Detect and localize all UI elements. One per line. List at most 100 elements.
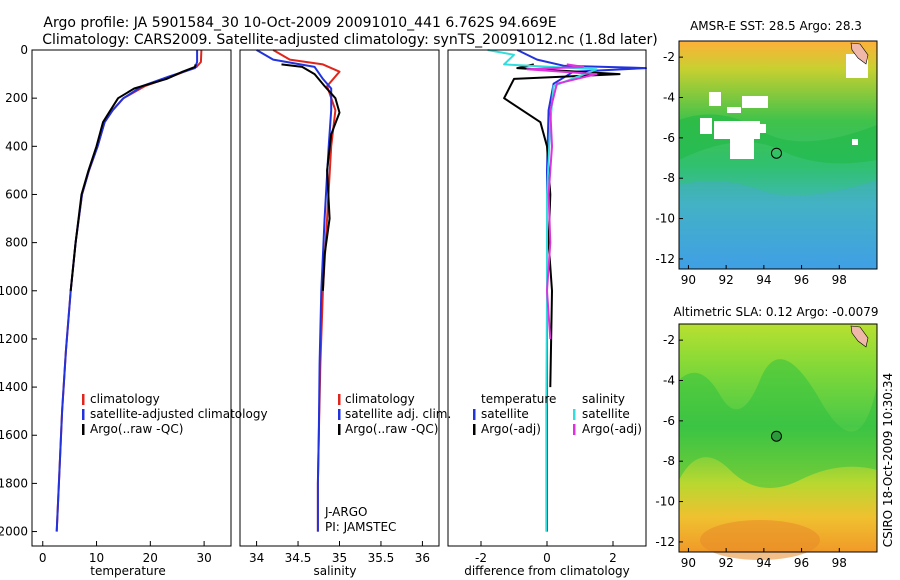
amsr-argo-location-marker (770, 147, 782, 159)
temperature-series-satellite-adjusted-climatology (55, 50, 199, 532)
difference-xtick-label: 2 (609, 551, 617, 565)
amsr-map-ytick-label: -8 (663, 171, 675, 185)
amsr-frame (678, 40, 878, 270)
header-line-2: Climatology: CARS2009. Satellite-adjuste… (42, 32, 657, 48)
legend-swatch-satellite (82, 409, 85, 420)
legend-swatch-argo (82, 424, 85, 435)
temperature-ytick-label: 1000 (0, 284, 28, 298)
salinity-xtick-label: 34 (249, 551, 264, 565)
temperature-ytick-label: 200 (5, 91, 28, 105)
amsr-map-xtick-label: 92 (719, 273, 734, 287)
temperature-xtick-label: 10 (89, 551, 104, 565)
difference-legend: temperature satellite Argo(-adj) salinit… (473, 392, 642, 436)
sla-map-xtick-label: 96 (794, 556, 809, 570)
salinity-xtick-label: 35.5 (368, 551, 395, 565)
legend-label-argo: Argo(..raw -QC) (90, 422, 183, 436)
legend-swatch-satellite (338, 409, 341, 420)
temperature-series-climatology (55, 49, 203, 532)
legend-label-climatology: climatology (90, 392, 160, 406)
sla-map-ytick-label: -4 (663, 373, 675, 387)
salinity-annotation-jargo: J-ARGO (324, 505, 367, 519)
amsr-island-sumatra (850, 42, 869, 65)
sla-argo-location-marker (770, 430, 782, 442)
legend-label-temp-satellite: satellite (481, 407, 529, 421)
sla-map-title: Altimetric SLA: 0.12 Argo: -0.0079 (673, 305, 878, 319)
sla-map-xtick-label: 90 (681, 556, 696, 570)
temperature-series-argo-raw-qc- (69, 64, 197, 291)
sla-map-xtick-label: 98 (832, 556, 847, 570)
difference-xtick-label: 0 (543, 551, 551, 565)
legend-swatch-sal-satellite (573, 409, 576, 420)
sla-map-ytick-label: -12 (655, 535, 675, 549)
difference-xlabel: difference from climatology (464, 564, 630, 578)
temperature-ytick-label: 1800 (0, 476, 28, 490)
legend-label-satellite: satellite adj. clim. (345, 407, 451, 421)
sla-map-ytick-label: -8 (663, 454, 675, 468)
amsr-map-ticks: 90 92 94 96 98 -2 -4 -6 -8 -10 -12 (655, 50, 847, 287)
difference-xtick-label: -2 (475, 551, 487, 565)
amsr-map-xtick-label: 96 (794, 273, 809, 287)
temperature-xtick-label: 20 (143, 551, 158, 565)
credit-stamp: CSIRO 18-Oct-2009 10:30:34 (881, 373, 895, 547)
legend-swatch-sal-argo (573, 424, 576, 435)
difference-series-salinity-satellite (487, 49, 598, 532)
legend-title-temperature: temperature (481, 392, 556, 406)
salinity-xlabel: salinity (313, 564, 356, 578)
sla-map-ytick-label: -2 (663, 333, 675, 347)
amsr-map-ytick-label: -2 (663, 50, 675, 64)
salinity-ticks: 34 34.5 35 35.5 36 (249, 541, 430, 565)
temperature-ytick-label: 2000 (0, 525, 28, 539)
salinity-series-satellite-adj-clim- (256, 49, 333, 532)
temperature-xtick-label: 0 (39, 551, 47, 565)
legend-swatch-climatology (338, 394, 341, 405)
salinity-legend: climatology satellite adj. clim. Argo(..… (338, 392, 451, 436)
legend-label-sal-satellite: satellite (582, 407, 630, 421)
legend-label-satellite: satellite-adjusted climatology (90, 407, 268, 421)
difference-panel: -2 0 2 difference from climatology tempera… (447, 49, 647, 578)
temperature-legend: climatology satellite-adjusted climatolo… (82, 392, 268, 436)
salinity-annotation-pi: PI: JAMSTEC (325, 520, 396, 534)
salinity-plot-area (256, 49, 341, 532)
legend-swatch-temp-argo (473, 424, 476, 435)
difference-plot-area (487, 49, 647, 532)
header-line-1: Argo profile: JA 5901584_30 10-Oct-2009 … (43, 15, 556, 31)
sla-map-panel: Altimetric SLA: 0.12 Argo: -0.0079 90 92 9… (655, 305, 878, 570)
amsr-blue-region (679, 180, 877, 269)
sla-map-xtick-label: 94 (756, 556, 771, 570)
legend-label-sal-argo: Argo(-adj) (582, 422, 642, 436)
sla-island-sumatra (850, 325, 869, 348)
temperature-ytick-label: 1600 (0, 428, 28, 442)
legend-label-climatology: climatology (345, 392, 415, 406)
amsr-map-xtick-label: 98 (832, 273, 847, 287)
temperature-plot-area (55, 49, 203, 532)
sla-map-xtick-label: 92 (719, 556, 734, 570)
temperature-ticks: 0 10 20 30 0 200 400 600 800 1000 1200 1400 1600 1800… (0, 43, 212, 565)
temperature-panel: 0 10 20 30 0 200 400 600 800 1000 1200 1400 1600 1800… (0, 43, 268, 578)
sla-map-ytick-label: -6 (663, 414, 675, 428)
legend-title-salinity: salinity (582, 392, 625, 406)
temperature-ytick-label: 1400 (0, 380, 28, 394)
sla-map-ticks: 90 92 94 96 98 -2 -4 -6 -8 -10 -12 (655, 333, 847, 570)
difference-series-temperature-argo-adj- (503, 63, 621, 388)
sla-map-ytick-label: -10 (655, 495, 675, 509)
amsr-map-xtick-label: 94 (756, 273, 771, 287)
amsr-map-panel: AMSR-E SST: 28.5 Argo: 28.3 90 92 94 96 98 -2… (655, 19, 878, 287)
salinity-xtick-label: 36 (415, 551, 430, 565)
salinity-frame (239, 49, 440, 547)
salinity-xtick-label: 35 (332, 551, 347, 565)
legend-swatch-argo (338, 424, 341, 435)
legend-swatch-climatology (82, 394, 85, 405)
temperature-xtick-label: 30 (196, 551, 211, 565)
temperature-ytick-label: 400 (5, 139, 28, 153)
amsr-map-ytick-label: -6 (663, 131, 675, 145)
legend-label-argo: Argo(..raw -QC) (345, 422, 438, 436)
temperature-ytick-label: 0 (20, 43, 28, 57)
legend-label-temp-argo: Argo(-adj) (481, 422, 541, 436)
sla-frame (678, 323, 878, 553)
temperature-ytick-label: 1200 (0, 332, 28, 346)
amsr-map-xtick-label: 90 (681, 273, 696, 287)
salinity-panel: 34 34.5 35 35.5 36 salinity J-ARGO PI: JAMST… (239, 49, 451, 578)
difference-ticks: -2 0 2 (475, 541, 617, 565)
sla-green-region (679, 359, 877, 488)
